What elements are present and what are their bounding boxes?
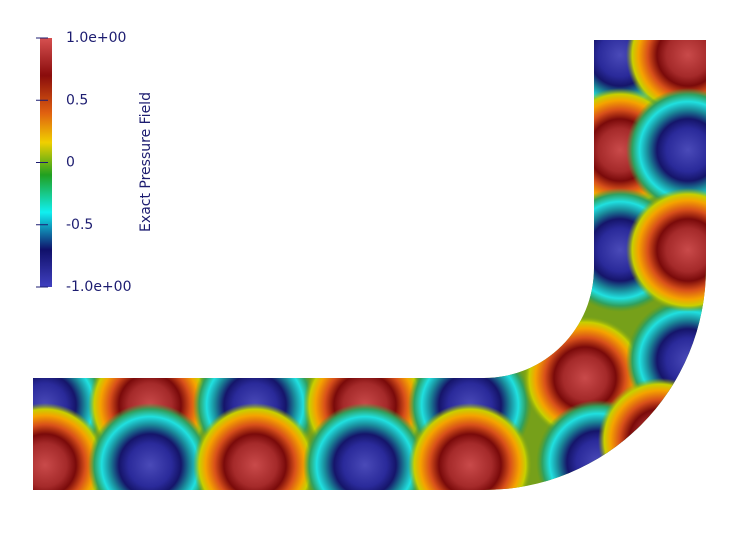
field-blob xyxy=(303,403,427,490)
field-blob xyxy=(598,378,706,490)
colorbar-tick-label: 1.0e+00 xyxy=(66,30,126,46)
field-blob xyxy=(626,40,706,117)
colorbar-tick-label: 0.5 xyxy=(66,92,88,108)
field-blob xyxy=(626,188,706,312)
field-blob xyxy=(33,403,107,490)
field-blob xyxy=(193,403,317,490)
colorbar-title: Exact Pressure Field xyxy=(138,92,154,232)
field-blob xyxy=(626,88,706,212)
colorbar-tick-label: 0 xyxy=(66,155,75,171)
colorbar-tick-label: -1.0e+00 xyxy=(66,279,131,295)
field-blob xyxy=(88,403,212,490)
field-blob xyxy=(408,403,532,490)
colorbar-tick-label: -0.5 xyxy=(66,217,93,233)
